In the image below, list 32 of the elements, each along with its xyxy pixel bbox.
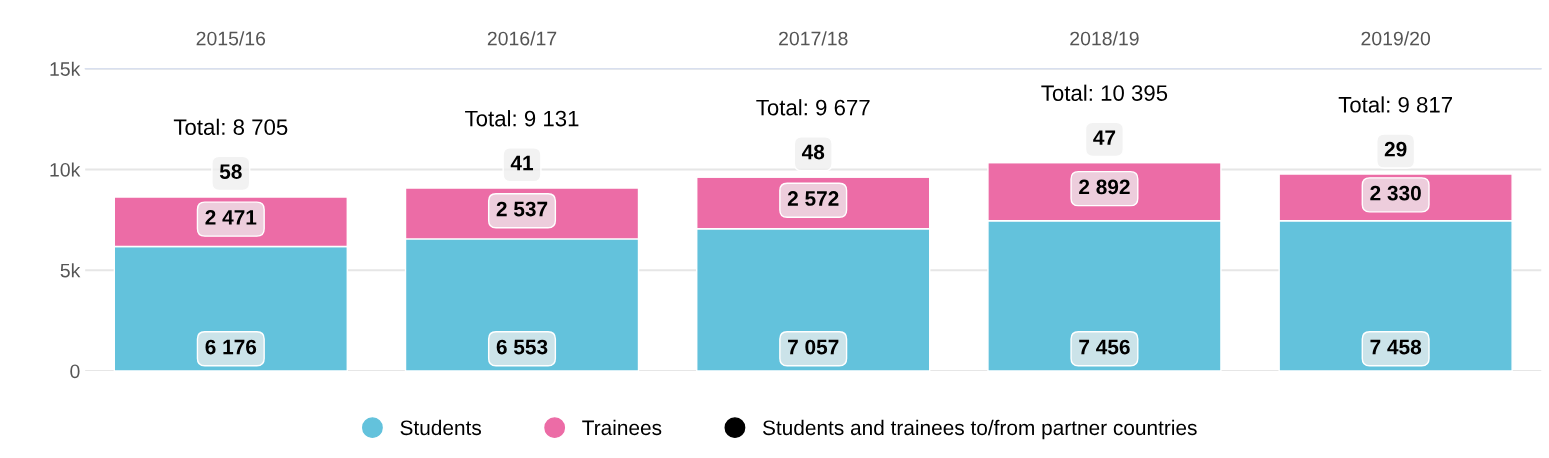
data-label: 41 — [510, 155, 534, 171]
x-tick-label: 2017/18 — [779, 31, 848, 46]
data-label: 58 — [219, 164, 242, 179]
data-label: 2 572 — [787, 191, 839, 206]
data-label: 47 — [1093, 130, 1116, 145]
total-label: Total: 8 705 — [173, 118, 288, 136]
data-label: 48 — [801, 144, 825, 160]
legend-label: Students — [400, 419, 481, 436]
y-tick-label: 10k — [50, 162, 81, 177]
x-tick-label: 2016/17 — [487, 31, 557, 46]
data-label: 6 176 — [205, 339, 257, 355]
data-label: 7 456 — [1079, 339, 1130, 355]
data-label: 2 471 — [205, 209, 257, 225]
total-label: Total: 9 817 — [1338, 96, 1452, 113]
legend-label: Trainees — [582, 419, 662, 436]
data-label: 7 057 — [788, 339, 839, 355]
y-tick-label: 15k — [50, 61, 81, 76]
y-tick-label: 5k — [60, 263, 81, 278]
x-tick-label: 2015/16 — [196, 31, 266, 46]
data-label: 7 458 — [1370, 339, 1422, 355]
x-tick-label: 2019/20 — [1361, 31, 1431, 46]
legend-label: Students and trainees to/from partner countries — [762, 419, 1197, 440]
x-tick-label: 2018/19 — [1070, 31, 1139, 46]
data-label: 2 330 — [1370, 185, 1421, 201]
data-label: 29 — [1384, 141, 1407, 157]
total-label: Total: 10 395 — [1041, 84, 1168, 101]
data-label: 2 892 — [1079, 179, 1130, 195]
total-label: Total: 9 131 — [465, 110, 579, 127]
data-label: 6 553 — [496, 339, 548, 355]
total-label: Total: 9 677 — [756, 99, 870, 116]
y-tick-label: 0 — [70, 364, 80, 379]
data-label: 2 537 — [496, 201, 548, 217]
